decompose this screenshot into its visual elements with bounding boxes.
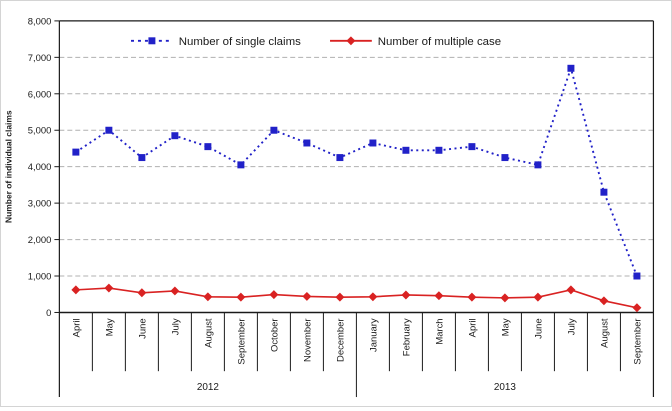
y-axis-title: Number of individual claims	[4, 110, 14, 223]
data-point-square	[336, 154, 344, 162]
data-point-square	[468, 143, 476, 151]
data-point-square	[72, 148, 80, 156]
data-point-diamond	[533, 292, 543, 302]
month-label: April	[467, 318, 478, 337]
data-point-diamond	[368, 292, 378, 302]
month-label: December	[335, 318, 346, 362]
data-point-square	[501, 154, 509, 162]
month-label: May	[500, 318, 511, 336]
y-tick-label: 0	[46, 308, 51, 319]
month-label: February	[401, 318, 412, 356]
data-point-square	[369, 139, 377, 147]
series-single-claims	[72, 64, 641, 280]
data-point-square	[270, 126, 278, 134]
data-point-diamond	[71, 285, 81, 295]
legend: Number of single claims Number of multipl…	[131, 36, 501, 48]
y-tick-label: 1,000	[28, 271, 52, 282]
data-point-square	[237, 161, 245, 169]
month-label: June	[533, 318, 544, 338]
data-point-diamond	[170, 286, 180, 296]
gridlines	[59, 56, 654, 277]
data-point-diamond	[203, 292, 213, 302]
data-point-diamond	[302, 291, 312, 301]
data-point-diamond	[104, 283, 114, 293]
month-label: November	[302, 318, 313, 362]
data-point-diamond	[599, 296, 609, 306]
series-line	[75, 65, 638, 277]
data-point-square	[633, 272, 641, 280]
y-tick-label: 7,000	[28, 53, 52, 64]
y-tick-label: 5,000	[28, 126, 52, 137]
data-point-diamond	[236, 292, 246, 302]
month-label: July	[566, 318, 577, 335]
y-tick-label: 4,000	[28, 162, 52, 173]
data-point-square	[204, 143, 212, 151]
month-label: July	[170, 318, 181, 335]
data-point-diamond	[269, 290, 279, 300]
data-point-square	[138, 154, 146, 162]
month-label: October	[269, 318, 280, 352]
year-label: 2012	[197, 382, 220, 393]
data-point-diamond	[335, 292, 345, 302]
data-point-diamond	[346, 36, 356, 46]
y-tick-label: 2,000	[28, 235, 52, 246]
legend-label: Number of single claims	[179, 36, 301, 48]
month-label: September	[236, 318, 247, 364]
month-label: January	[368, 318, 379, 352]
data-point-diamond	[401, 290, 411, 300]
data-point-square	[567, 64, 575, 72]
data-point-square	[534, 161, 542, 169]
month-label: August	[599, 318, 610, 348]
x-axis: April May June July August September October No…	[71, 312, 643, 398]
data-point-square	[600, 188, 608, 196]
data-point-square	[171, 132, 179, 140]
data-point-diamond	[500, 293, 510, 303]
month-label: August	[203, 318, 214, 348]
data-point-diamond	[467, 292, 477, 302]
data-point-square	[435, 146, 443, 154]
year-label: 2013	[494, 382, 517, 393]
legend-label: Number of multiple case	[378, 36, 501, 48]
data-point-diamond	[632, 303, 642, 313]
data-point-square	[402, 146, 410, 154]
y-axis: 0 1,000 2,000 3,000 4,000 5,000 6,000 7,000 8,00…	[28, 16, 60, 319]
data-point-diamond	[137, 288, 147, 298]
y-tick-label: 3,000	[28, 199, 52, 210]
month-label: March	[434, 318, 445, 344]
month-label: June	[137, 318, 148, 338]
data-point-square	[148, 37, 156, 45]
month-label: September	[632, 318, 643, 364]
y-tick-label: 8,000	[28, 16, 52, 27]
month-label: April	[71, 318, 82, 337]
data-point-square	[105, 126, 113, 134]
month-label: May	[104, 318, 115, 336]
y-tick-label: 6,000	[28, 89, 52, 100]
data-point-diamond	[566, 285, 576, 295]
data-point-square	[303, 139, 311, 147]
series-multiple-case	[71, 283, 642, 313]
data-point-diamond	[434, 291, 444, 301]
series-line	[75, 287, 638, 309]
